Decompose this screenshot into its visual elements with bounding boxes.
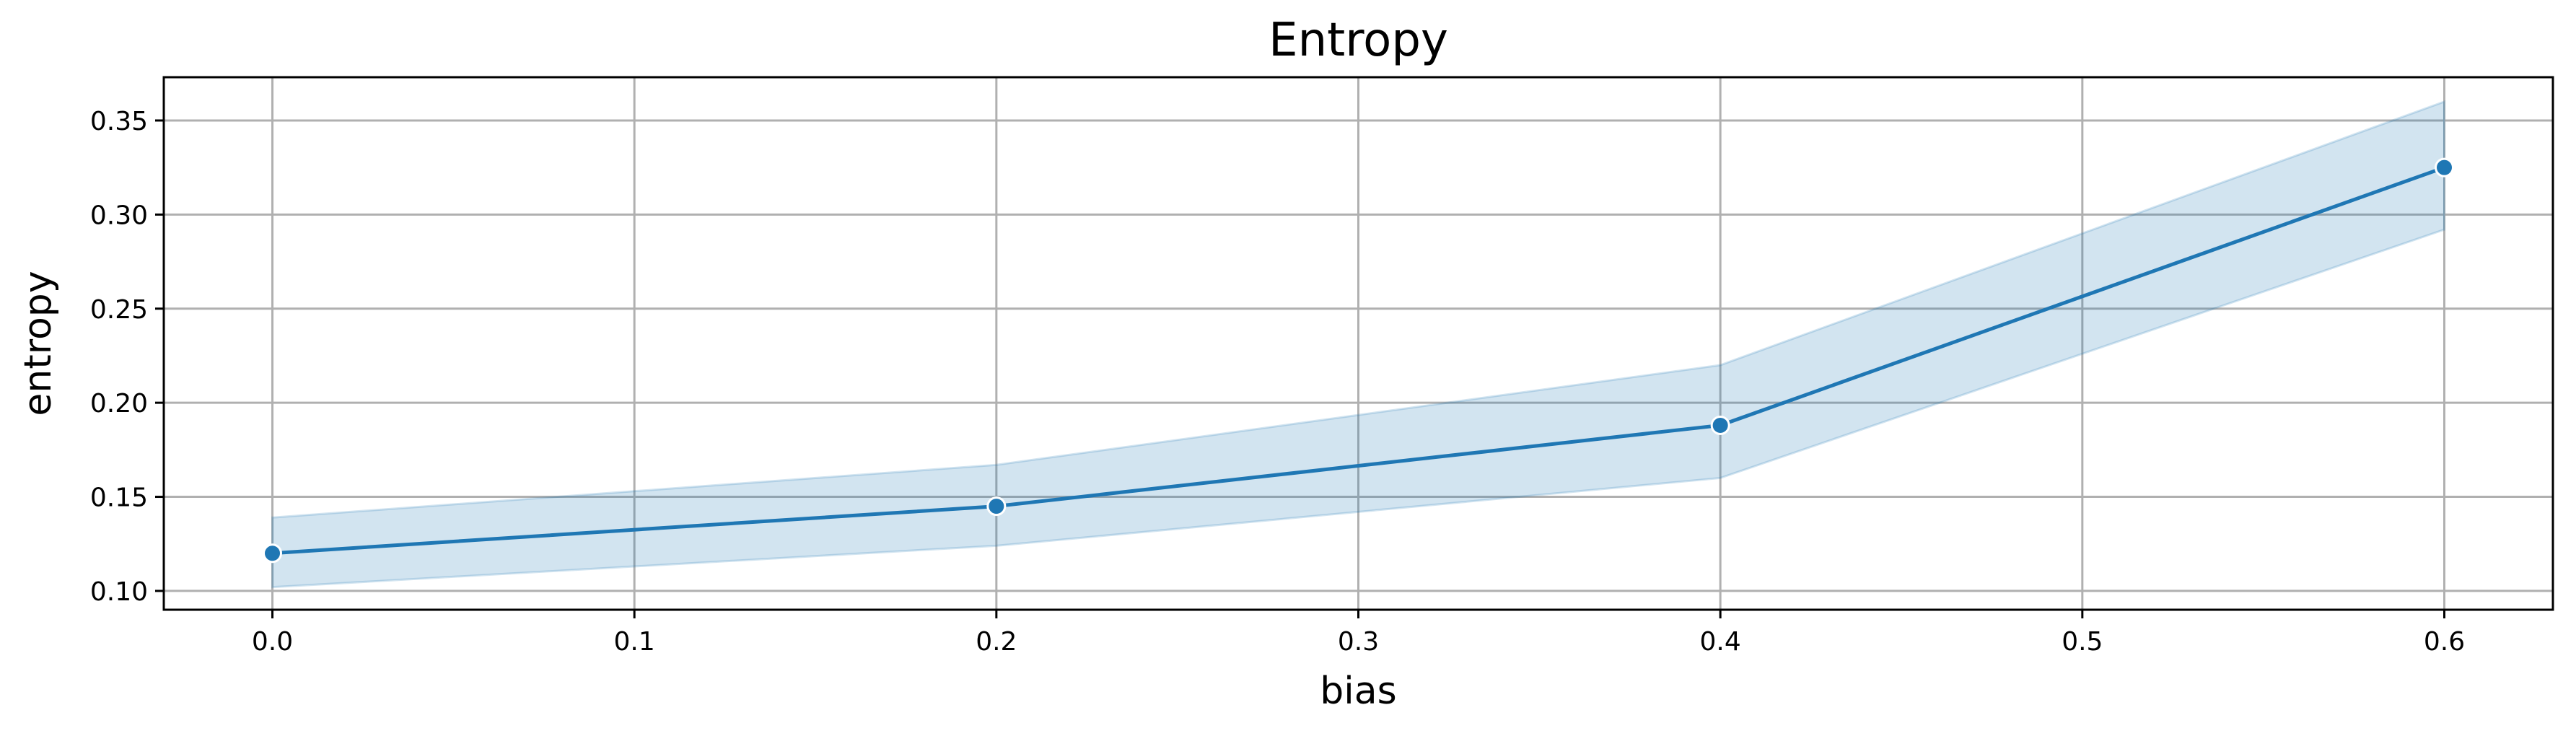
x-axis-ticks: 0.0 0.1 0.2 0.3 0.4 0.5 0.6 (252, 610, 2465, 657)
y-tick-label: 0.30 (90, 201, 148, 230)
y-tick-label: 0.25 (90, 295, 148, 325)
x-tick-label: 0.6 (2424, 627, 2465, 657)
y-axis-label: entropy (17, 271, 60, 416)
data-point (2435, 157, 2454, 178)
x-axis-label: bias (1320, 670, 1396, 713)
x-tick-label: 0.2 (976, 627, 1017, 657)
y-tick-label: 0.10 (90, 577, 148, 607)
data-point (986, 496, 1007, 517)
x-tick-label: 0.4 (1700, 627, 1741, 657)
marker-layer (263, 157, 2454, 564)
y-tick-label: 0.20 (90, 389, 148, 419)
x-tick-label: 0.0 (252, 627, 293, 657)
x-tick-label: 0.1 (614, 627, 655, 657)
y-axis-ticks: 0.10 0.15 0.20 0.25 0.30 0.35 (90, 107, 164, 607)
y-tick-label: 0.35 (90, 107, 148, 136)
series-line (271, 165, 2446, 556)
data-point (263, 543, 282, 564)
y-tick-label: 0.15 (90, 483, 148, 513)
grid (164, 77, 2553, 610)
series-line-layer (271, 165, 2446, 556)
data-point (1710, 415, 1730, 435)
chart-title: Entropy (1269, 14, 1448, 67)
x-tick-label: 0.3 (1338, 627, 1379, 657)
x-tick-label: 0.5 (2062, 627, 2103, 657)
